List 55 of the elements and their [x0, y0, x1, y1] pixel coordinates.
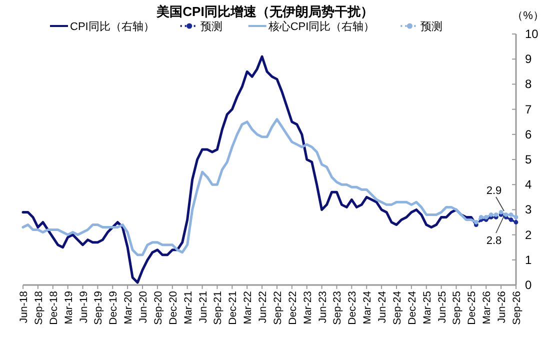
x-tick-label: Dec-23: [346, 290, 359, 325]
x-tick-label: Mar-24: [362, 290, 374, 324]
x-tick-label: Jun-19: [78, 290, 90, 324]
x-tick-label: Sep-24: [391, 290, 404, 325]
x-tick-label: Mar-21: [182, 290, 194, 324]
x-tick-label: Jun-23: [316, 290, 329, 324]
x-tick-label: Mar-20: [122, 290, 135, 324]
x-tick-label: Sep-19: [92, 290, 105, 325]
y2-tick-label: 0: [525, 278, 532, 292]
y2-axis-title: （%）: [512, 10, 544, 22]
legend-label: CPI同比（右轴）: [70, 20, 154, 33]
legend-label: 预测: [200, 21, 222, 33]
y2-tick-label: 7: [525, 102, 532, 116]
x-tick-label: Jun-22: [257, 290, 270, 324]
x-tick-label: Mar-25: [421, 290, 434, 324]
x-tick-label: Jun-26: [496, 290, 508, 324]
y2-tick-label: 4: [525, 178, 532, 192]
x-tick-label: Dec-19: [108, 290, 120, 325]
x-tick-label: Sep-21: [212, 290, 224, 325]
x-tick-label: Dec-21: [227, 290, 240, 325]
y2-tick-label: 9: [525, 52, 532, 66]
x-tick-label: Sep-25: [451, 290, 464, 325]
x-tick-label: Sep-22: [272, 290, 284, 325]
legend-label: 预测: [420, 21, 443, 33]
x-tick-label: Jun-21: [197, 290, 210, 324]
x-tick-label: Mar-22: [242, 290, 254, 324]
annotation: 2.8: [486, 235, 502, 247]
y2-tick-label: 1: [525, 252, 532, 267]
chart-title: 美国CPI同比增速（无伊朗局势干扰）: [156, 4, 374, 19]
annotation: 2.9: [486, 185, 504, 212]
x-tick-label: Sep-20: [152, 290, 164, 325]
x-tick-label: Mar-19: [62, 290, 75, 324]
y2-tick-label: 6: [525, 127, 532, 142]
x-tick-label: Dec-22: [286, 290, 299, 325]
y2-tick-label: 3: [525, 202, 532, 217]
y2-tick-label: 2: [525, 228, 532, 242]
x-tick-label: Dec-25: [466, 290, 478, 325]
x-tick-label: Sep-18: [32, 290, 45, 325]
x-tick-label: Jun-25: [436, 290, 448, 324]
y2-tick-label: 5: [525, 152, 532, 166]
x-tick-label: Jun-18: [18, 290, 30, 324]
x-tick-label: Mar-23: [302, 290, 314, 324]
y2-tick-label: 10: [525, 27, 539, 41]
y2-tick-label: 8: [525, 77, 532, 92]
x-tick-label: Sep-26: [511, 290, 523, 325]
annotation: 2.8: [486, 216, 504, 247]
x-tick-label: Jun-20: [138, 290, 150, 324]
x-tick-label: Dec-18: [48, 290, 60, 325]
x-tick-label: Sep-23: [332, 290, 344, 325]
legend-label: 核心CPI同比（右轴）: [267, 20, 375, 33]
x-tick-label: Jun-24: [376, 290, 389, 324]
annotation: 2.9: [486, 185, 502, 197]
x-tick-label: Dec-24: [406, 290, 418, 325]
x-tick-label: Dec-20: [167, 290, 180, 325]
x-tick-label: Mar-26: [481, 290, 494, 324]
